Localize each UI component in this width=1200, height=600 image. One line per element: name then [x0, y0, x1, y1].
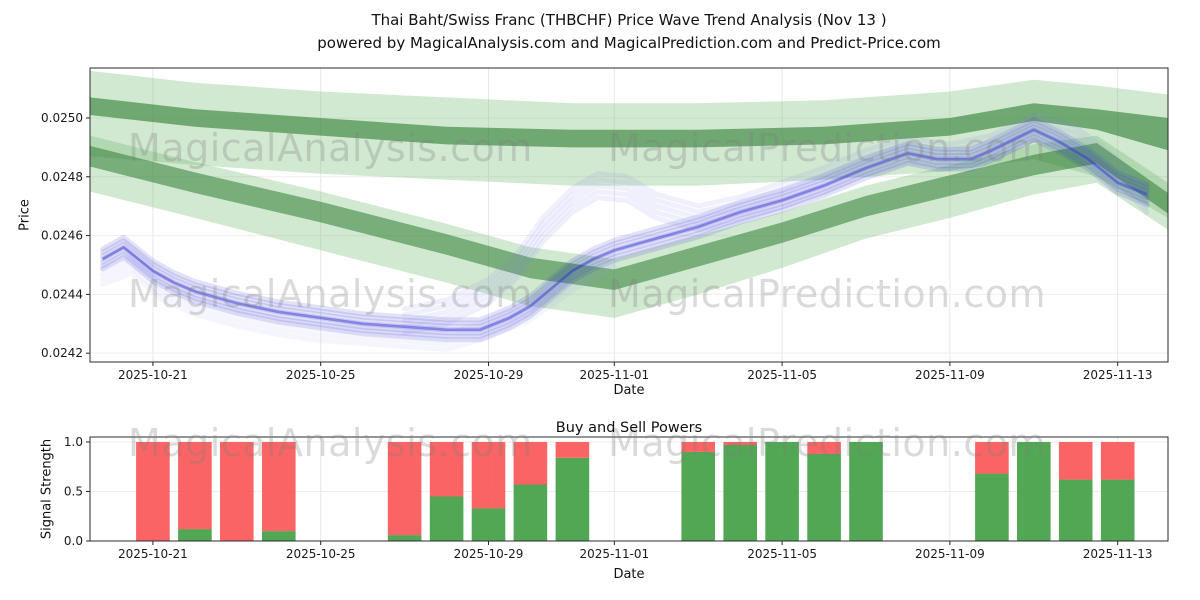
- x-tick-label: 2025-11-01: [579, 547, 649, 561]
- sell-bar: [513, 442, 548, 485]
- buy-bar: [765, 442, 799, 541]
- price-wave-upper: [402, 124, 1150, 324]
- signal-chart-title: Buy and Sell Powers: [555, 420, 703, 436]
- sell-bar: [262, 442, 296, 532]
- x-tick-label: 2025-11-09: [915, 547, 985, 561]
- x-tick-label: 2025-10-29: [454, 368, 524, 382]
- sell-bar: [1100, 442, 1135, 480]
- buy-bar: [723, 444, 757, 541]
- y-tick-label: 0.0244: [41, 287, 83, 301]
- buy-bar: [807, 453, 841, 541]
- x-tick-label: 2025-10-29: [454, 547, 524, 561]
- y-tick-label: 0.0248: [41, 170, 83, 184]
- sell-bar: [178, 442, 212, 530]
- x-tick-label: 2025-11-01: [579, 368, 649, 382]
- sell-bar: [1058, 442, 1093, 480]
- price-wave-main: [100, 120, 1150, 326]
- buy-bar: [387, 535, 422, 541]
- sell-bar: [220, 442, 254, 541]
- y-tick-label: 0.0: [64, 534, 83, 548]
- sell-bar: [471, 442, 506, 509]
- buy-bar: [429, 496, 464, 541]
- x-tick-label: 2025-11-13: [1083, 368, 1153, 382]
- y-tick-label: 0.0242: [41, 346, 83, 360]
- price-wave-main: [100, 137, 1150, 343]
- y-tick-label: 1.0: [64, 435, 83, 449]
- price-wave-main-core: [101, 128, 1148, 331]
- sell-bar: [555, 442, 590, 458]
- sell-bar: [975, 442, 1009, 474]
- axes: 2025-10-21 2025-10-25 2025-10-29 2025-11-01…: [64, 435, 1169, 561]
- x-tick-label: 2025-10-21: [118, 368, 188, 382]
- sell-bar: [807, 442, 841, 454]
- title-line-2: powered by MagicalAnalysis.com and Magic…: [317, 34, 941, 53]
- sell-bar: [681, 442, 715, 452]
- price-wave-main: [100, 123, 1150, 329]
- buy-bar: [513, 484, 548, 541]
- price-wave-main: [100, 133, 1150, 339]
- sell-bar: [429, 442, 464, 497]
- buy-bar: [555, 457, 590, 541]
- buy-bar: [1058, 479, 1093, 541]
- y-tick-label: 0.0250: [41, 111, 83, 125]
- price-y-axis-label: Price: [17, 199, 33, 231]
- upper-channel-core: [90, 97, 1168, 151]
- signal-strength-chart: 2025-10-21 2025-10-25 2025-10-29 2025-11-01…: [64, 435, 1169, 561]
- y-tick-label: 0.0246: [41, 229, 83, 243]
- signal-y-axis-label: Signal Strength: [39, 438, 55, 540]
- buy-bar: [849, 442, 883, 541]
- price-wave-main: [100, 130, 1150, 336]
- lower-channel-core: [90, 143, 1168, 290]
- buy-bar: [178, 529, 212, 541]
- buy-bar: [471, 508, 506, 541]
- buy-bar: [1017, 442, 1051, 541]
- x-tick-label: 2025-11-05: [747, 547, 817, 561]
- x-tick-label: 2025-10-21: [118, 547, 188, 561]
- buy-bar: [262, 531, 296, 541]
- axes: 2025-10-21 2025-10-25 2025-10-29 2025-11-01…: [41, 67, 1169, 382]
- price-wave-main: [100, 117, 1150, 323]
- price-wave-lower: [100, 259, 617, 347]
- signal-bars: [136, 442, 1135, 541]
- price-series: [90, 70, 1168, 352]
- x-tick-label: 2025-11-13: [1083, 547, 1153, 561]
- price-wave-upper: [402, 130, 1150, 330]
- price-wave-lower: [100, 264, 617, 352]
- x-tick-label: 2025-10-25: [286, 368, 356, 382]
- price-chart: 2025-10-21 2025-10-25 2025-10-29 2025-11-01…: [41, 67, 1169, 382]
- sell-bar: [723, 442, 757, 445]
- sell-bar: [136, 442, 170, 541]
- buy-bar: [681, 451, 715, 541]
- x-tick-label: 2025-10-25: [286, 547, 356, 561]
- figure-title: Thai Baht/Swiss Franc (THBCHF) Price Wav…: [90, 9, 1168, 56]
- lower-channel-halo: [90, 135, 1168, 318]
- signal-x-axis-label: Date: [613, 567, 645, 582]
- price-wave-upper: [402, 112, 1150, 312]
- price-wave-upper: [402, 118, 1150, 318]
- x-tick-label: 2025-11-09: [915, 368, 985, 382]
- price-wave-lower: [100, 253, 617, 342]
- price-wave-lower: [100, 248, 617, 336]
- buy-bar: [1100, 479, 1135, 541]
- price-wave-upper: [402, 136, 1150, 336]
- sell-bar: [387, 442, 422, 536]
- title-line-1: Thai Baht/Swiss Franc (THBCHF) Price Wav…: [371, 11, 887, 29]
- x-tick-label: 2025-11-05: [747, 368, 817, 382]
- price-x-axis-label: Date: [613, 383, 645, 398]
- buy-bar: [975, 473, 1009, 541]
- y-tick-label: 0.5: [64, 484, 83, 498]
